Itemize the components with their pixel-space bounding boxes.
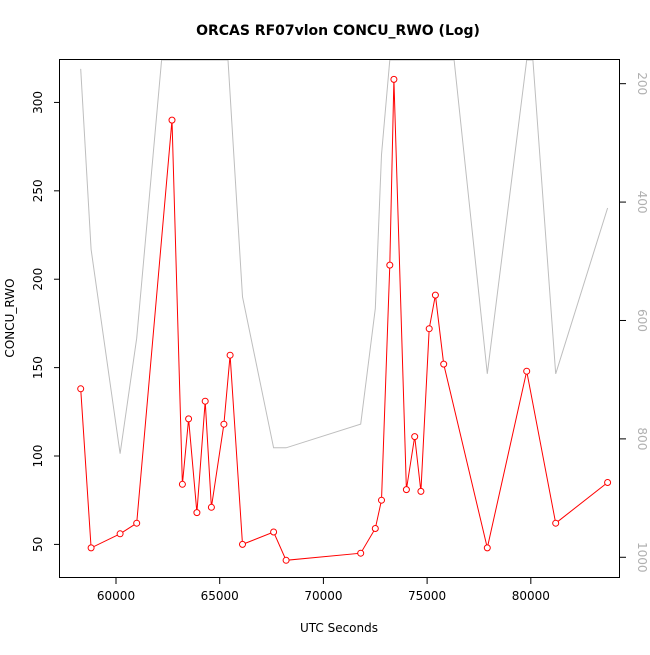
- data-point: [390, 75, 398, 83]
- x-tick-label: 75000: [408, 589, 446, 603]
- data-point: [357, 549, 365, 557]
- data-point: [226, 351, 234, 359]
- y-tick-label: 300: [31, 91, 45, 114]
- series-line-right: [80, 60, 609, 454]
- data-point: [220, 420, 228, 428]
- data-point: [378, 496, 385, 504]
- data-point: [386, 261, 394, 269]
- data-point: [239, 540, 246, 548]
- plot-frame: [59, 59, 620, 578]
- data-point: [133, 519, 141, 527]
- y-axis-left: 50 100 150 200 250 300: [31, 91, 60, 552]
- x-tick-label: 65000: [201, 589, 239, 603]
- y-tick-label: 150: [31, 356, 45, 379]
- data-point: [604, 479, 612, 486]
- data-point: [168, 116, 176, 124]
- x-tick-label: 80000: [512, 589, 550, 603]
- data-point: [371, 525, 379, 532]
- y2-tick-label: 200: [635, 72, 649, 95]
- y2-tick-label: 1000: [635, 542, 649, 573]
- y-tick-label: 100: [31, 445, 45, 468]
- data-point: [116, 530, 124, 538]
- data-point: [207, 503, 215, 511]
- data-point: [425, 325, 433, 333]
- y-tick-label: 200: [31, 268, 45, 291]
- data-point: [87, 544, 95, 552]
- data-point: [483, 544, 491, 552]
- data-point: [77, 385, 85, 393]
- data-point: [282, 556, 290, 564]
- x-tick-label: 60000: [97, 589, 135, 603]
- x-tick-label: 70000: [304, 589, 342, 603]
- y-axis-right: 200 400 600 800 1000: [620, 72, 649, 573]
- data-point: [523, 367, 531, 375]
- data-point: [431, 291, 439, 299]
- data-point: [402, 486, 410, 494]
- x-axis: 60000 65000 70000 75000 80000: [97, 578, 550, 603]
- series-line-left: [80, 79, 608, 561]
- y2-tick-label: 800: [635, 427, 649, 450]
- y-axis-label: CONCU_RWO: [3, 278, 17, 357]
- y-tick-label: 50: [31, 537, 45, 552]
- data-point: [440, 360, 448, 368]
- y-tick-label: 250: [31, 179, 45, 202]
- data-point: [552, 519, 560, 527]
- x-axis-label: UTC Seconds: [300, 621, 378, 635]
- data-point: [270, 528, 278, 536]
- data-point: [193, 509, 201, 517]
- data-point: [201, 397, 209, 405]
- data-point: [178, 480, 186, 488]
- data-point: [417, 487, 425, 495]
- y2-tick-label: 400: [635, 191, 649, 214]
- y2-tick-label: 600: [635, 309, 649, 332]
- chart-title: ORCAS RF07vlon CONCU_RWO (Log): [196, 23, 480, 39]
- data-point: [411, 433, 419, 441]
- data-point: [185, 415, 193, 423]
